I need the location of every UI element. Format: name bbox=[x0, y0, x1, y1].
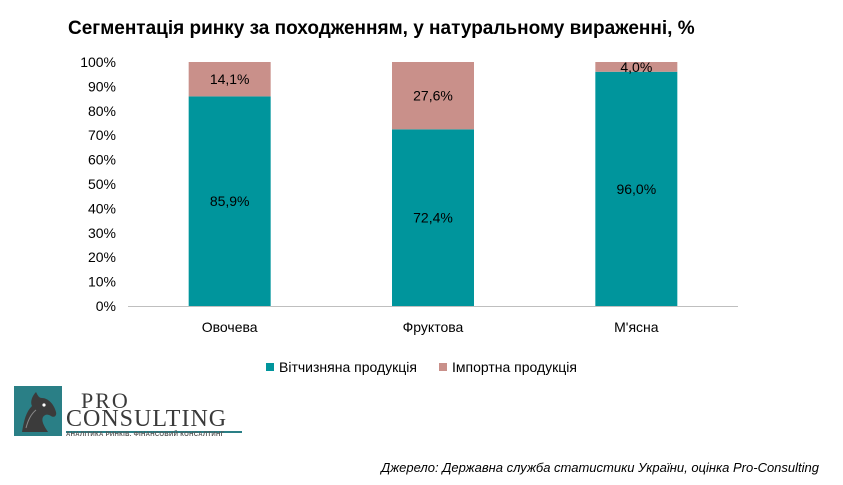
stacked-bar-chart: 0% 10% 20% 30% 40% 50% 60% 70% 80% 90% 100% 85,9% 14… bbox=[80, 54, 738, 335]
y-tick-label: 0% bbox=[96, 298, 116, 314]
data-label: 4,0% bbox=[620, 59, 652, 75]
bar-segment bbox=[188, 62, 271, 97]
chart-title: Сегментація ринку за походженням, у нату… bbox=[68, 18, 695, 39]
pro-consulting-logo: PRO CONSULTING АНАЛІТИКА РИНКІВ. ФІНАНСО… bbox=[14, 386, 254, 442]
logo-pro-text: PRO bbox=[81, 388, 130, 413]
bar-segment bbox=[392, 129, 474, 306]
data-label: 72,4% bbox=[413, 210, 453, 226]
data-label: 85,9% bbox=[210, 193, 250, 209]
legend-swatch-domestic bbox=[266, 363, 274, 371]
y-tick-label: 30% bbox=[88, 225, 116, 241]
horse-head-icon bbox=[14, 386, 62, 436]
legend-label-import: Імпортна продукція bbox=[451, 359, 577, 375]
legend: Вітчизняна продукція Імпортна продукція bbox=[0, 359, 843, 375]
legend-label-domestic: Вітчизняна продукція bbox=[279, 359, 417, 375]
data-label: 27,6% bbox=[413, 88, 453, 104]
y-tick-label: 50% bbox=[88, 176, 116, 192]
y-tick-label: 70% bbox=[88, 127, 116, 143]
x-tick-label: М'ясна bbox=[614, 319, 659, 335]
bar-segment bbox=[595, 62, 678, 72]
logo-tagline: АНАЛІТИКА РИНКІВ. ФІНАНСОВИЙ КОНСАЛТИНГ bbox=[66, 432, 225, 438]
legend-swatch-import bbox=[438, 363, 447, 371]
y-tick-label: 40% bbox=[88, 200, 116, 216]
bar-segment bbox=[188, 96, 271, 307]
logo-consulting-text: CONSULTING bbox=[66, 406, 228, 432]
x-tick-label: Овочева bbox=[202, 319, 258, 335]
y-tick-label: 90% bbox=[88, 78, 116, 94]
data-label: 14,1% bbox=[210, 71, 250, 87]
y-tick-label: 100% bbox=[80, 54, 116, 70]
y-tick-label: 10% bbox=[88, 274, 116, 290]
data-label: 96,0% bbox=[616, 181, 656, 197]
logo-rule bbox=[66, 431, 242, 433]
source-note: Джерело: Державна служба статистики Укра… bbox=[381, 460, 819, 475]
bar-segment bbox=[392, 62, 474, 130]
y-tick-label: 60% bbox=[88, 152, 116, 168]
x-tick-label: Фруктова bbox=[403, 319, 464, 335]
y-tick-label: 20% bbox=[88, 249, 116, 265]
legend-item-import: Імпортна продукція bbox=[438, 359, 577, 375]
legend-item-domestic: Вітчизняна продукція bbox=[266, 359, 417, 375]
bar-segment bbox=[595, 71, 678, 306]
y-tick-label: 80% bbox=[88, 103, 116, 119]
